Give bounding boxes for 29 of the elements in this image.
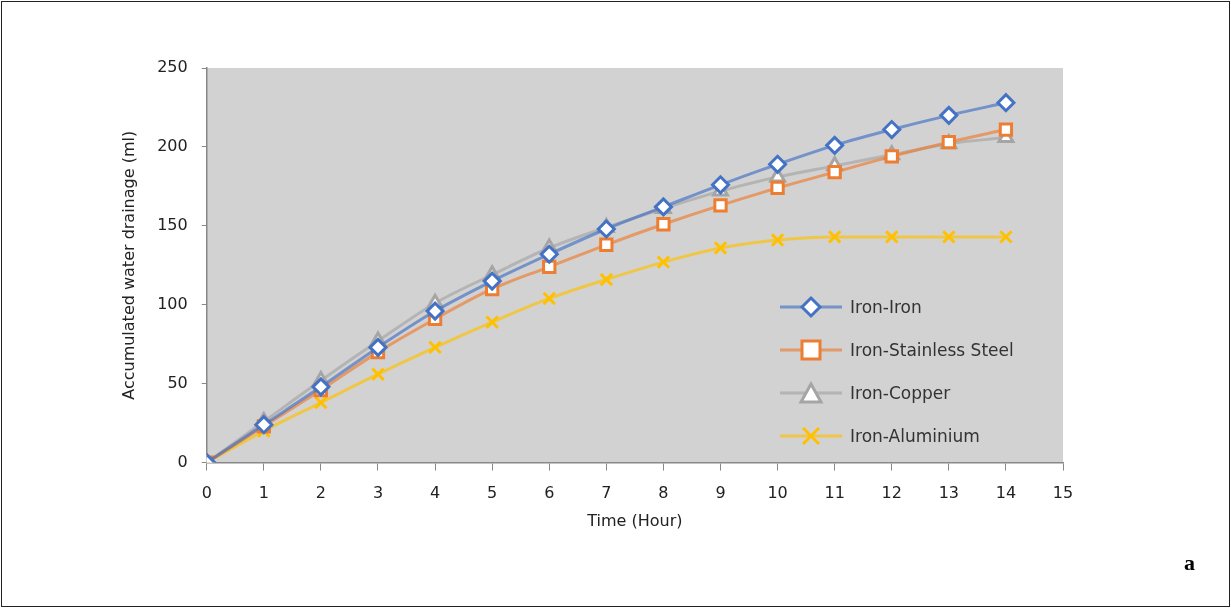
y-tick-label: 250 [157, 57, 188, 77]
x-tick-label: 15 [1052, 483, 1074, 503]
x-tick-label: 9 [715, 483, 726, 503]
x-tick-label: 6 [544, 483, 555, 503]
y-tick-label: 150 [157, 215, 188, 234]
x-tick-label: 14 [995, 483, 1017, 503]
y-tick-label: 0 [177, 451, 188, 471]
x-tick-label: 3 [372, 483, 384, 503]
x-tick-label: 1 [258, 483, 269, 503]
x-axis-title: Time (Hour) [586, 510, 683, 530]
x-tick-label: 7 [601, 483, 612, 503]
x-tick-label: 4 [429, 483, 441, 503]
legend-label: Iron-Iron [850, 296, 922, 317]
x-tick-label: 0 [201, 483, 212, 503]
x-tick-label: 2 [315, 483, 326, 503]
x-tick-label: 13 [938, 483, 960, 503]
y-tick-label: 100 [157, 293, 188, 313]
legend-label: Iron-Aluminium [850, 425, 980, 446]
y-tick-label: 50 [167, 372, 188, 392]
x-tick-label: 11 [824, 483, 845, 503]
y-tick-label: 200 [157, 136, 188, 156]
x-tick-label: 10 [767, 483, 788, 503]
x-tick-label: 5 [487, 483, 498, 503]
y-axis-title: Accumulated water drainage (ml) [118, 130, 138, 400]
x-tick-label: 8 [658, 483, 669, 503]
legend-label: Iron-Copper [850, 382, 951, 403]
legend-label: Iron-Stainless Steel [850, 339, 1014, 360]
text: a [1184, 550, 1195, 576]
x-tick-label: 12 [881, 483, 902, 503]
